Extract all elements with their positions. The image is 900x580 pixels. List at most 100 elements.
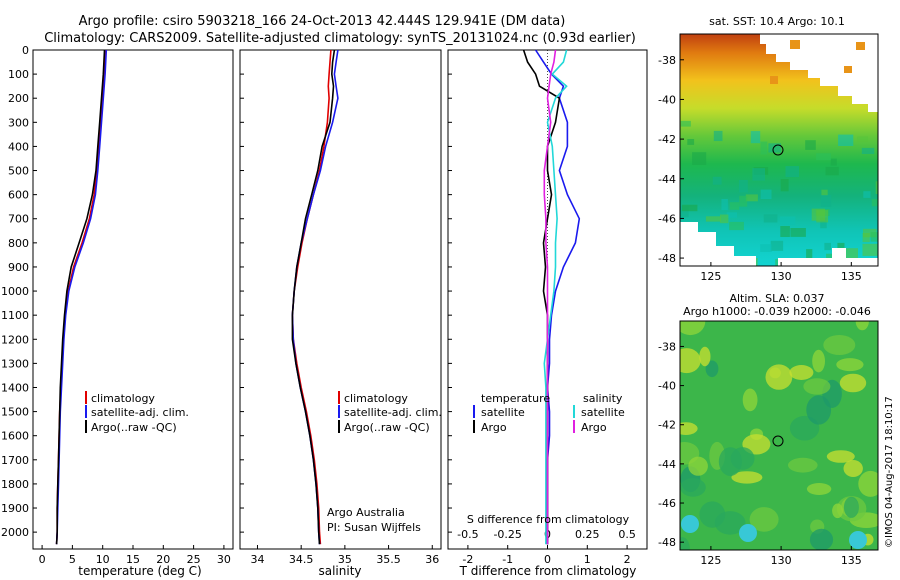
sst-texture-cell [760, 244, 772, 252]
difference-series-salinity-argo [543, 49, 557, 545]
sst-texture-cell [692, 152, 707, 165]
t-difference-tick-label: -1 [502, 553, 513, 566]
sla-texture-blob [730, 447, 755, 470]
sla-texture-blob [823, 335, 856, 355]
sst-texture-cell [830, 158, 837, 166]
depth-tick-label: 700 [8, 213, 29, 226]
salinity-legend: climatology satellite-adj. clim. Argo(..… [338, 391, 442, 434]
sla-texture-blob [699, 346, 711, 367]
latitude-tick-label: -42 [658, 419, 676, 432]
legend-label-climatology: climatology [344, 392, 408, 405]
sst-texture [680, 120, 878, 266]
difference-legend: temperature satellite Argo salinity sate… [473, 392, 625, 434]
sst-texture-cell [750, 131, 761, 144]
temperature-tick-label: 0 [39, 553, 46, 566]
sst-texture-cell [712, 176, 722, 185]
t-difference-tick-label: 2 [624, 553, 631, 566]
latitude-tick-label: -44 [658, 458, 676, 471]
sst-texture-cell [780, 226, 790, 237]
sst-texture-cell [825, 166, 839, 176]
salinity-series-argo-raw-qc- [291, 49, 336, 545]
temperature-axis-ticks: 0 5 10 15 20 25 30 [39, 545, 231, 566]
sst-texture-cell [805, 140, 816, 150]
s-difference-tick-label: -0.25 [493, 528, 521, 541]
depth-tick-label: 400 [8, 140, 29, 153]
argo-location-marker [772, 144, 784, 156]
sst-missing-data [680, 34, 878, 266]
depth-tick-label: 1000 [1, 285, 29, 298]
sst-texture-cell [863, 228, 877, 238]
sla-texture-blob [705, 360, 719, 378]
sst-texture-cell [871, 199, 878, 207]
depth-tick-label: 800 [8, 237, 29, 250]
salinity-axis-ticks: 34 34.5 35 35.5 36 [240, 49, 439, 566]
latitude-tick-label: -48 [658, 252, 676, 265]
depth-tick-label: 1600 [1, 430, 29, 443]
credit-text: Argo Australia [327, 506, 405, 519]
sst-texture-cell [816, 153, 831, 161]
sla-texture-blob [680, 348, 701, 374]
latitude-tick-label: -40 [658, 380, 676, 393]
sst-texture-cell [770, 240, 784, 251]
sla-texture-blob [836, 358, 864, 372]
latitude-tick-label: -46 [658, 212, 676, 225]
sla-map-ticks: 125 130 135 -38 -40 -42 -44 -46 -48 [658, 340, 862, 567]
temperature-tick-label: 10 [96, 553, 110, 566]
sla-texture-blob [806, 483, 832, 495]
sst-map-panel: sat. SST: 10.4 Argo: 10.1 125 130 135 -38 -4… [658, 15, 879, 283]
sst-texture-cell [739, 195, 748, 207]
sst-texture-cell [745, 194, 758, 202]
figure-title-line2: Climatology: CARS2009. Satellite-adjuste… [44, 31, 636, 46]
legend-label-satellite: satellite-adj. clim. [344, 406, 442, 419]
depth-tick-label: 100 [8, 68, 29, 81]
sla-low-spot [739, 524, 757, 542]
sla-map-subtitle: Argo h1000: -0.039 h2000: -0.046 [683, 305, 871, 318]
temperature-panel: 0100200300400500600700800900100011001200… [1, 44, 234, 578]
temperature-tick-label: 30 [217, 553, 231, 566]
longitude-tick-label: 130 [771, 554, 792, 567]
t-difference-tick-label: 0 [544, 553, 551, 566]
s-difference-tick-label: 0.5 [618, 528, 636, 541]
t-difference-tick-label: -2 [462, 553, 473, 566]
sla-texture-blob [680, 321, 706, 336]
salinity-tick-label: 34 [250, 553, 264, 566]
temperature-series-argo-raw-qc- [55, 49, 106, 545]
t-difference-tick-label: 1 [584, 553, 591, 566]
salinity-axes-frame [239, 49, 442, 550]
salinity-tick-label: 35 [338, 553, 352, 566]
sst-map-ticks: 125 130 135 -38 -40 -42 -44 -46 -48 [658, 54, 862, 283]
sst-texture-cell [680, 206, 689, 218]
sst-texture-cell [875, 181, 878, 194]
sla-texture-blob [788, 457, 818, 473]
s-difference-tick-label: 0.25 [575, 528, 600, 541]
depth-tick-label: 1500 [1, 406, 29, 419]
depth-tick-label: 1300 [1, 357, 29, 370]
sst-texture-cell [760, 189, 772, 200]
latitude-tick-label: -38 [658, 54, 676, 67]
legend-label-argo: Argo(..raw -QC) [344, 421, 430, 434]
depth-tick-label: 600 [8, 189, 29, 202]
legend-label-s-satellite: satellite [581, 406, 625, 419]
sla-texture-blob [680, 537, 690, 550]
sst-texture-cell [790, 228, 806, 237]
sst-texture-cell [811, 208, 825, 221]
sla-map-title: Altim. SLA: 0.037 [729, 292, 824, 305]
sla-texture-blob [843, 460, 863, 477]
latitude-tick-label: -42 [658, 133, 676, 146]
legend-title-salinity: salinity [583, 392, 623, 405]
depth-tick-label: 1400 [1, 381, 29, 394]
depth-tick-label: 1900 [1, 502, 29, 515]
salinity-panel: 34 34.5 35 35.5 36 salinity climatology sate… [239, 49, 442, 578]
sst-texture-cell [705, 216, 721, 222]
legend-label-satellite: satellite-adj. clim. [91, 406, 189, 419]
temperature-tick-label: 25 [187, 553, 201, 566]
sla-texture [680, 321, 878, 550]
difference-series-salinity-satellite [543, 49, 568, 545]
sla-texture-blob [680, 422, 698, 435]
temperature-xlabel: temperature (deg C) [78, 564, 201, 578]
latitude-tick-label: -44 [658, 173, 676, 186]
legend-label-climatology: climatology [91, 392, 155, 405]
sla-texture-blob [699, 501, 726, 528]
sla-texture-blob [688, 456, 708, 476]
